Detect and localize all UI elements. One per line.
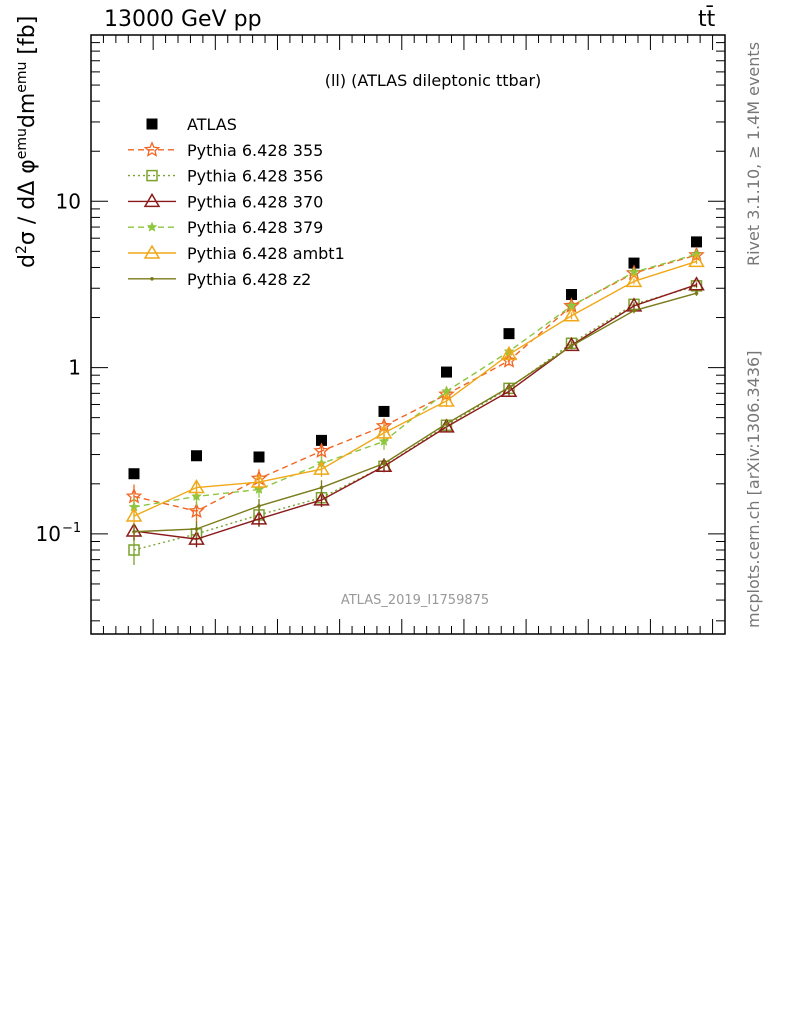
data-point <box>194 527 199 531</box>
data-point <box>566 289 577 301</box>
legend-label: Pythia 6.428 356 <box>187 167 323 186</box>
data-point <box>250 473 268 488</box>
data-point <box>500 345 518 361</box>
legend-marker <box>146 169 158 182</box>
series-pythia-6-428-z2 <box>132 290 699 541</box>
series-line <box>133 292 697 533</box>
analysis-watermark: ATLAS_2019_I1759875 <box>341 593 489 608</box>
data-point <box>691 236 702 248</box>
header-final-state-label: tt̄ <box>698 7 716 32</box>
legend-label: Pythia 6.428 ambt1 <box>187 244 345 263</box>
data-point <box>313 442 330 459</box>
data-point <box>625 272 643 288</box>
data-point <box>257 504 261 508</box>
legend-label: Pythia 6.428 370 <box>187 192 323 211</box>
series-pythia-6-428-379 <box>128 248 702 518</box>
data-point <box>503 328 515 340</box>
data-point <box>438 392 455 407</box>
y-tick-label: 10 <box>36 522 61 546</box>
legend-marker <box>146 118 158 130</box>
data-point <box>378 405 390 417</box>
data-point <box>688 252 705 268</box>
series-line <box>133 260 697 517</box>
chart-title: (ll) (ATLAS dileptonic ttbar) <box>325 71 542 90</box>
data-point <box>688 276 705 291</box>
series-pythia-6-428-355 <box>125 246 705 523</box>
series-pythia-6-428-370 <box>125 276 705 548</box>
data-point <box>563 307 580 322</box>
data-point <box>313 491 330 506</box>
data-point <box>507 385 511 390</box>
data-point <box>628 257 640 269</box>
data-point <box>313 460 330 475</box>
legend-marker <box>146 221 158 232</box>
data-point <box>128 544 140 556</box>
legend-marker <box>150 277 154 281</box>
series-line <box>133 285 697 551</box>
data-point <box>500 382 518 398</box>
data-point <box>569 344 574 348</box>
data-point <box>128 468 140 480</box>
legend-label: Pythia 6.428 z2 <box>187 270 311 289</box>
plot-frame <box>90 34 726 635</box>
series-layer <box>125 236 705 565</box>
data-point <box>125 507 143 522</box>
data-point <box>694 291 699 296</box>
data-point <box>253 451 265 463</box>
series-pythia-6-428-ambt1 <box>125 252 705 526</box>
series-line <box>133 253 697 508</box>
data-point <box>191 450 202 462</box>
data-point <box>316 434 327 446</box>
data-point <box>378 435 390 446</box>
series-atlas <box>128 236 702 480</box>
y-tick-label: 1 <box>68 356 81 380</box>
header-process-label: 13000 GeV pp <box>104 7 262 32</box>
data-point <box>375 424 393 439</box>
series-line <box>133 284 697 540</box>
data-point <box>632 308 636 313</box>
data-point <box>319 485 324 490</box>
series-line <box>133 254 697 512</box>
legend-marker <box>143 244 161 259</box>
data-point <box>188 479 205 494</box>
legend-label: Pythia 6.428 355 <box>187 141 323 160</box>
data-point <box>188 530 205 545</box>
data-point <box>441 366 452 378</box>
legend-marker <box>143 192 161 208</box>
y-tick-label-exponent: −1 <box>62 521 81 536</box>
data-point <box>382 461 386 466</box>
legend-label: Pythia 6.428 379 <box>187 218 323 237</box>
data-point <box>250 510 268 525</box>
data-point <box>444 421 449 426</box>
legend-label: ATLAS <box>187 115 237 134</box>
legend-layer: ATLAS Pythia 6.428 355 Pythia 6.428 356 Pyt… <box>128 115 345 289</box>
data-point <box>625 264 643 281</box>
y-tick-label: 10 <box>56 189 81 213</box>
data-point <box>132 529 136 534</box>
data-point <box>191 490 202 501</box>
legend-marker <box>143 141 161 157</box>
data-point <box>188 502 205 519</box>
